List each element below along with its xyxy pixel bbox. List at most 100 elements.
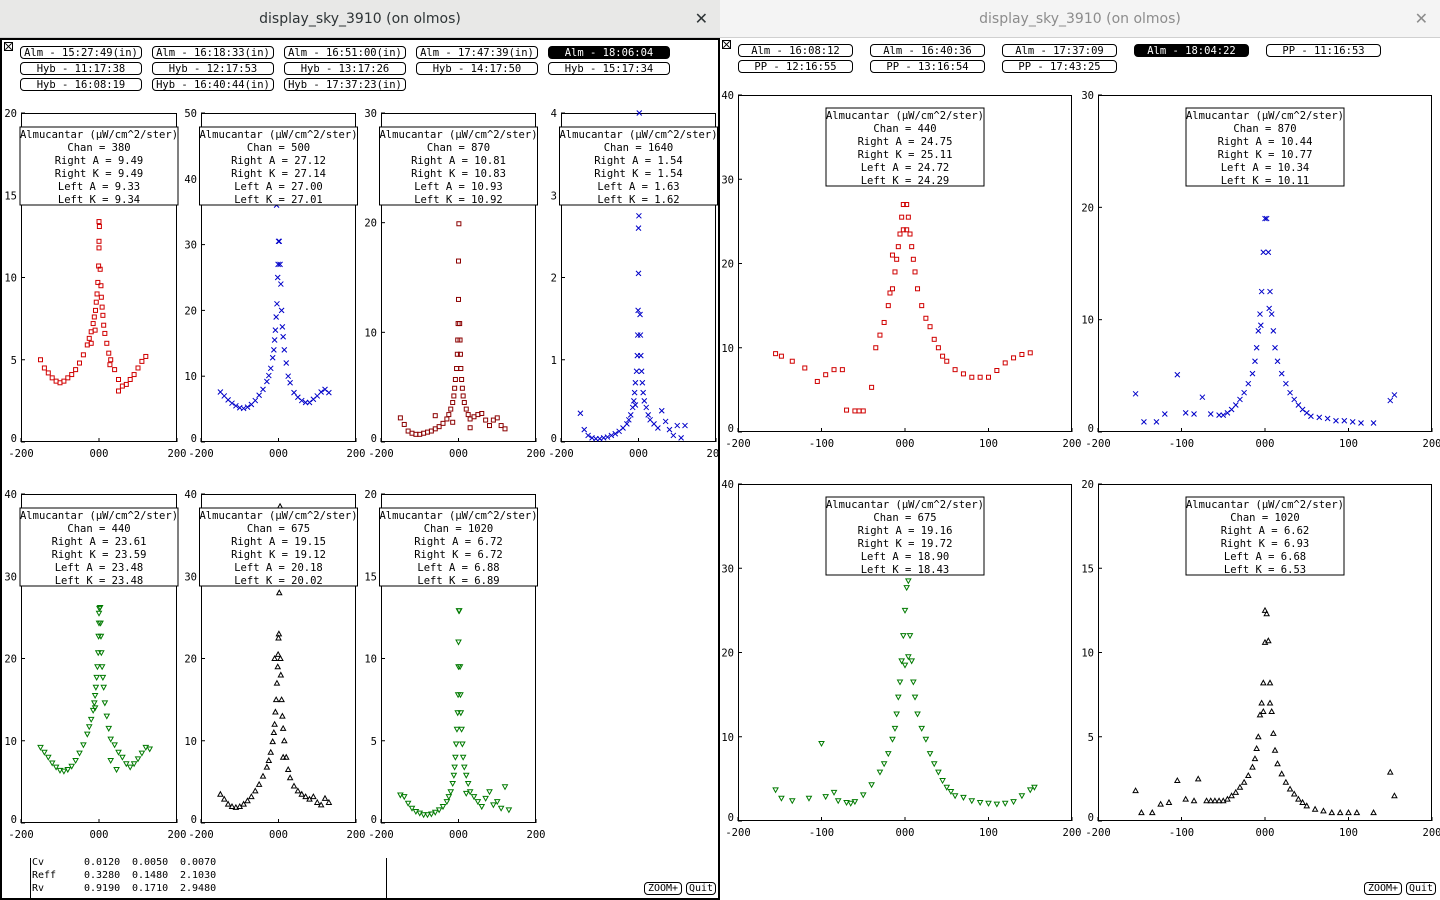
legend-line: Right A = 9.49	[55, 155, 144, 167]
data-point	[1265, 249, 1272, 256]
data-point	[952, 367, 958, 373]
data-point	[220, 795, 228, 802]
data-point	[498, 423, 504, 429]
data-point	[401, 421, 407, 427]
data-point	[1182, 795, 1190, 802]
data-point	[94, 291, 100, 297]
data-point	[76, 750, 83, 757]
data-point	[45, 370, 51, 376]
y-tick-label: 4	[551, 108, 557, 120]
close-icon[interactable]: ✕	[694, 9, 708, 28]
data-point	[1010, 799, 1017, 806]
time-select-button[interactable]: Alm - 18:04:22	[1134, 44, 1249, 57]
time-select-button[interactable]: Alm - 18:06:04	[548, 46, 670, 59]
time-select-button[interactable]: PP - 17:43:25	[1002, 60, 1117, 73]
resize-x-icon[interactable]	[4, 42, 13, 51]
data-point	[102, 330, 108, 336]
legend-line: Chan = 1020	[424, 523, 494, 535]
data-point	[325, 798, 333, 805]
data-point	[263, 763, 271, 770]
data-point	[98, 283, 104, 289]
data-point	[287, 379, 293, 386]
data-point	[658, 407, 665, 414]
data-point	[95, 279, 101, 285]
close-icon[interactable]: ✕	[1414, 9, 1428, 28]
quit-button[interactable]: Quit	[1406, 882, 1436, 895]
data-point	[1274, 760, 1281, 767]
zoom-button[interactable]: ZOOM+	[644, 882, 682, 895]
data-point	[1333, 417, 1339, 424]
time-select-button[interactable]: Hyb - 14:17:50	[416, 62, 538, 75]
legend-line: Right A = 19.15	[231, 536, 326, 548]
data-point	[951, 793, 959, 800]
time-select-button[interactable]: PP - 13:16:54	[870, 60, 985, 73]
data-point	[92, 327, 98, 333]
data-point	[1370, 420, 1377, 426]
data-point	[264, 378, 270, 385]
scatter-plot: 0 5 10 15 20 -200 -100 000 100 200 Almucantar (µW/…	[1081, 479, 1440, 839]
y-tick-label: 10	[184, 371, 197, 383]
legend-line: Left A = 18.90	[861, 551, 950, 563]
y-tick-label: 10	[184, 736, 197, 748]
data-point	[674, 422, 681, 429]
time-select-button[interactable]: Hyb - 13:17:26	[284, 62, 406, 75]
legend-title: Almucantar (µW/cm^2/ster)	[199, 129, 357, 141]
data-point	[283, 360, 290, 366]
time-select-button[interactable]: Alm - 17:47:39(in)	[416, 46, 538, 59]
data-point	[911, 694, 919, 701]
time-select-button[interactable]: Hyb - 16:40:44(in)	[152, 78, 274, 91]
data-point	[143, 353, 149, 359]
y-tick-label: 0	[371, 814, 377, 826]
time-select-button[interactable]: Hyb - 16:08:19	[20, 78, 142, 91]
data-point	[638, 368, 645, 375]
data-point	[97, 650, 105, 657]
time-select-button[interactable]: Alm - 16:40:36	[870, 44, 985, 57]
data-point	[1255, 328, 1262, 334]
time-select-button[interactable]: Alm - 16:18:33(in)	[152, 46, 274, 59]
time-select-button[interactable]: Alm - 16:51:00(in)	[284, 46, 406, 59]
data-point	[69, 372, 75, 378]
time-select-button[interactable]: Alm - 16:08:12	[738, 44, 853, 57]
y-tick-label: 0	[191, 433, 197, 445]
data-point	[903, 585, 911, 592]
data-point	[87, 716, 95, 723]
time-select-button[interactable]: Alm - 15:27:49(in)	[20, 46, 142, 59]
time-select-button[interactable]: Hyb - 15:17:34	[548, 62, 670, 75]
time-select-button[interactable]: Hyb - 17:37:23(in)	[284, 78, 406, 91]
data-point	[93, 299, 99, 305]
data-point	[123, 381, 129, 387]
data-point	[884, 751, 892, 758]
zoom-button[interactable]: ZOOM+	[1364, 882, 1402, 895]
legend-title: Almucantar (µW/cm^2/ster)	[199, 510, 357, 522]
time-select-button[interactable]: Hyb - 11:17:38	[20, 62, 142, 75]
data-point	[1328, 809, 1336, 816]
table-cell: 0.3280	[84, 870, 121, 881]
x-tick-label: -100	[1169, 438, 1194, 450]
legend-box	[379, 507, 538, 587]
data-point	[457, 692, 464, 699]
data-point	[318, 389, 324, 395]
time-select-button[interactable]: PP - 12:16:55	[738, 60, 853, 73]
time-select-button[interactable]: PP - 11:16:53	[1266, 44, 1381, 57]
data-point	[852, 408, 858, 414]
data-point	[633, 368, 640, 375]
quit-button[interactable]: Quit	[686, 882, 716, 895]
data-point	[478, 804, 486, 811]
data-point	[1267, 288, 1273, 295]
data-point	[310, 793, 317, 800]
time-select-button[interactable]: Alm - 17:37:09	[1002, 44, 1117, 57]
data-point	[458, 726, 465, 733]
data-point	[1224, 410, 1231, 416]
scatter-plot: 0 5 10 15 20 -200 000 200 Almucantar (µW/cm^2/st…	[364, 489, 545, 841]
data-point	[98, 664, 106, 671]
data-point	[233, 402, 239, 409]
x-tick-label: 100	[1339, 438, 1358, 450]
data-point	[251, 787, 259, 794]
resize-x-icon[interactable]	[722, 40, 731, 49]
data-point	[91, 693, 99, 700]
data-point	[449, 781, 457, 788]
data-point	[577, 410, 584, 417]
time-select-button[interactable]: Hyb - 12:17:53	[152, 62, 274, 75]
data-point	[889, 252, 895, 258]
y-tick-label: 2	[551, 273, 557, 285]
